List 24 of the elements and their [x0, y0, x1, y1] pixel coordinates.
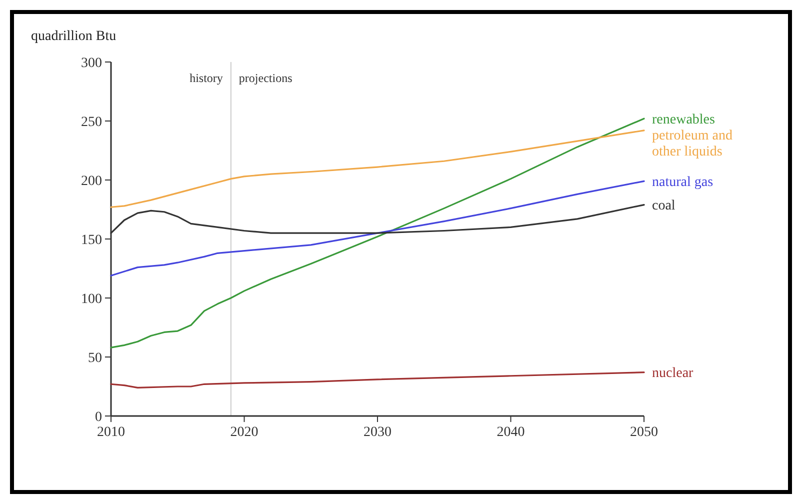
y-axis-title: quadrillion Btu	[31, 29, 116, 44]
y-tick-label: 50	[88, 350, 102, 366]
series-label: coal	[652, 198, 676, 214]
series-label: renewables	[652, 112, 715, 128]
x-tick-label: 2020	[230, 425, 258, 440]
y-tick-label: 250	[81, 114, 102, 130]
annotation: history	[190, 71, 223, 85]
series-label: petroleum and other liquids	[652, 128, 732, 160]
x-tick-label: 2040	[496, 425, 525, 440]
x-tick-label: 2030	[364, 425, 392, 440]
y-tick-label: 300	[81, 56, 102, 71]
series-label: nuclear	[652, 366, 694, 382]
annotation: projections	[238, 71, 293, 85]
y-tick-label: 150	[81, 232, 102, 248]
x-tick-label: 2050	[630, 425, 658, 440]
series-label: natural gas	[652, 175, 714, 190]
line-series	[110, 180, 645, 276]
y-tick-label: 100	[81, 292, 102, 307]
line-series	[110, 130, 645, 208]
line-series	[110, 372, 645, 388]
y-tick-label: 200	[81, 174, 102, 189]
y-tick-label: 0	[95, 410, 102, 425]
x-tick-label: 2010	[97, 425, 125, 440]
line-series	[110, 118, 645, 348]
